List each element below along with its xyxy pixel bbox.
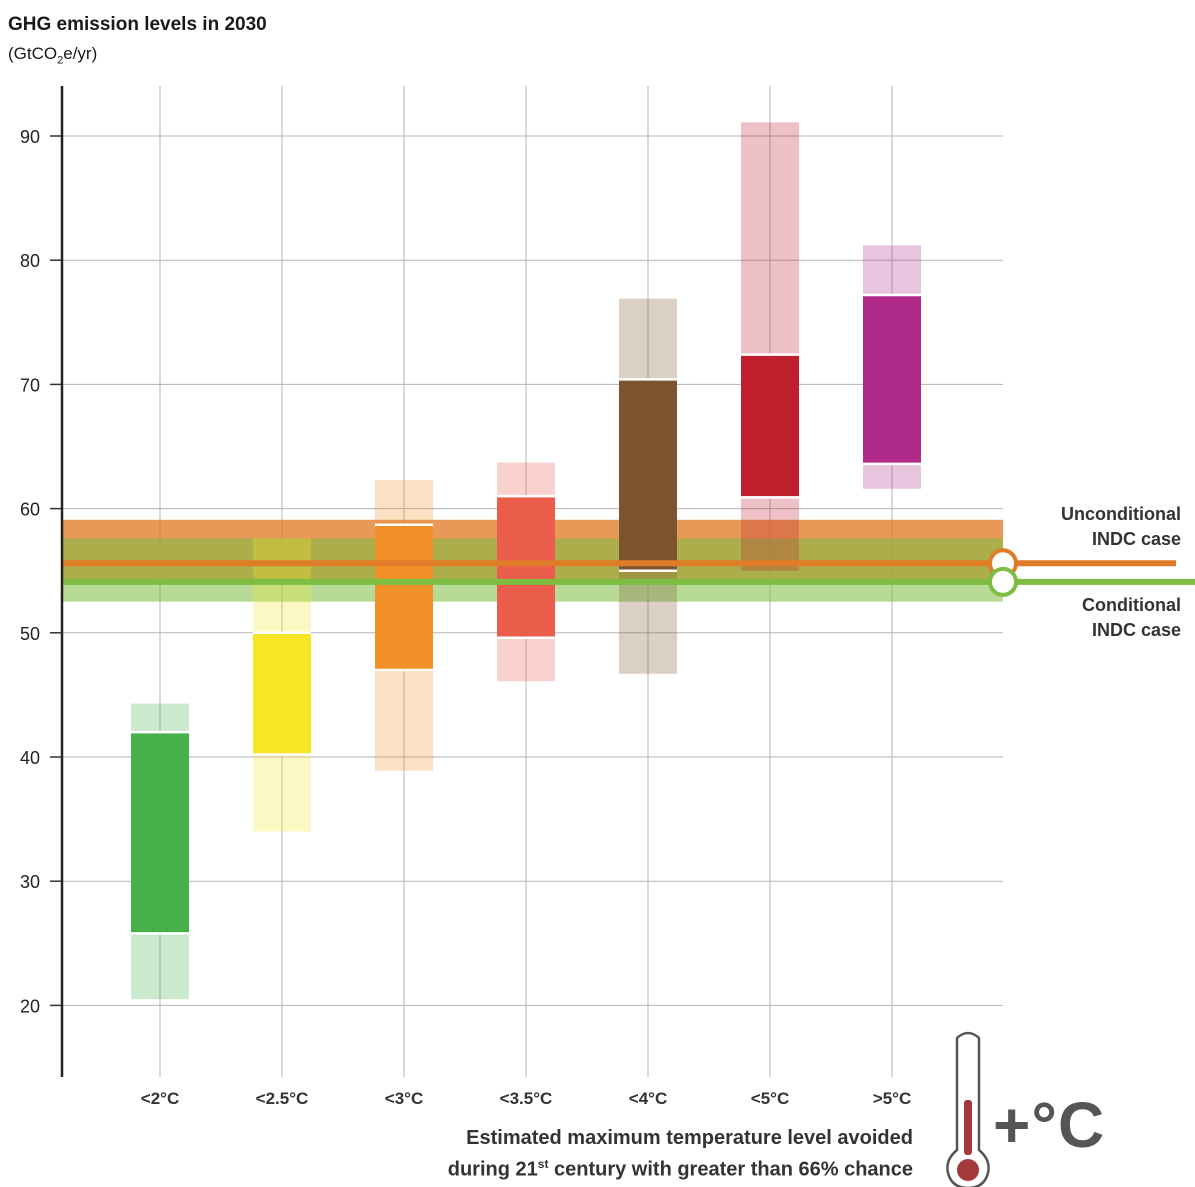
y-tick-label: 80 — [20, 251, 40, 271]
range-inner-bar — [253, 632, 311, 755]
y-tick-label: 70 — [20, 375, 40, 395]
range-inner-bar — [863, 294, 921, 464]
range-inner-bar — [741, 354, 799, 498]
unconditional-indc-label: Unconditional INDC case — [1061, 502, 1181, 552]
x-tick-label: >5°C — [873, 1089, 911, 1108]
conditional-label-line2: INDC case — [1091, 620, 1181, 640]
x-axis-title-line1: Estimated maximum temperature level avoi… — [466, 1127, 913, 1149]
x-axis-title-line2: during 21st century with greater than 66… — [447, 1157, 913, 1181]
range-inner-bar — [619, 379, 677, 571]
chart-unit: (GtCO2e/yr) — [8, 44, 98, 67]
y-tick-label: 50 — [20, 624, 40, 644]
y-tick-label: 40 — [20, 748, 40, 768]
x-tick-label: <2.5°C — [256, 1089, 309, 1108]
conditional-indc-label: Conditional INDC case — [1082, 593, 1181, 643]
chart-title: GHG emission levels in 2030 — [8, 14, 267, 35]
y-tick-label: 90 — [20, 127, 40, 147]
conditional-marker — [988, 566, 1018, 597]
x-tick-label: <4°C — [629, 1089, 667, 1108]
range-inner-bar — [131, 732, 189, 934]
unconditional-label-line1: Unconditional — [1061, 504, 1181, 524]
x-tick-label: <5°C — [751, 1089, 789, 1108]
y-tick-label: 30 — [20, 872, 40, 892]
conditional-label-line1: Conditional — [1082, 595, 1181, 615]
x-tick-label: <2°C — [141, 1089, 179, 1108]
plus-degree-label: +°C — [993, 1089, 1106, 1161]
x-tick-label: <3°C — [385, 1089, 423, 1108]
y-tick-label: 60 — [20, 500, 40, 520]
thermometer-icon — [946, 1031, 990, 1187]
unconditional-label-line2: INDC case — [1091, 529, 1181, 549]
range-inner-bar — [375, 524, 433, 671]
range-outer-bar — [741, 122, 799, 571]
x-tick-label: <3.5°C — [500, 1089, 553, 1108]
y-tick-label: 20 — [20, 996, 40, 1016]
